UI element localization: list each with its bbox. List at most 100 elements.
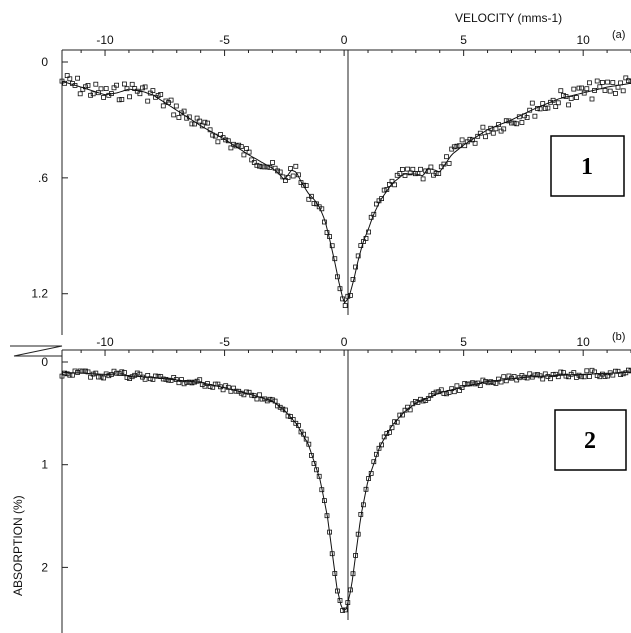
data-point — [124, 86, 130, 92]
data-point — [85, 83, 91, 88]
data-point — [259, 164, 265, 170]
data-point — [532, 113, 538, 119]
data-point — [75, 75, 80, 81]
data-point — [527, 371, 533, 377]
data-point — [501, 374, 507, 380]
data-point — [462, 381, 468, 386]
data-point — [451, 144, 457, 150]
data-point — [470, 137, 475, 143]
data-point — [433, 170, 439, 176]
data-point — [384, 431, 390, 437]
panel-a-x-ticks: -10 -5 0 5 10 — [80, 33, 631, 56]
data-point — [249, 157, 255, 163]
data-point — [488, 125, 494, 131]
data-point — [355, 253, 361, 259]
data-point — [600, 80, 605, 85]
data-point — [210, 132, 216, 138]
data-point — [589, 96, 595, 102]
x-tick-label: -5 — [219, 335, 230, 349]
data-point — [410, 166, 416, 172]
data-point — [576, 372, 582, 378]
data-point — [257, 163, 262, 169]
data-point — [568, 96, 574, 101]
data-point — [77, 91, 83, 97]
data-point — [290, 173, 296, 179]
data-point — [280, 174, 286, 180]
data-point — [116, 97, 122, 103]
data-point — [407, 170, 413, 176]
data-point — [173, 103, 179, 109]
data-point — [189, 121, 195, 127]
data-point — [202, 119, 208, 125]
data-point — [358, 243, 364, 249]
data-point — [485, 380, 491, 386]
data-point — [223, 137, 229, 143]
y-tick-label: 0 — [41, 55, 48, 69]
data-point — [623, 75, 629, 81]
panel-a: VELOCITY (mms-1) (a) -10 -5 0 5 10 0 .6 1.2 1 — [31, 11, 631, 335]
data-point — [545, 105, 551, 111]
data-point — [602, 88, 608, 93]
data-point — [628, 79, 631, 84]
data-point — [399, 412, 405, 418]
data-point — [259, 396, 265, 402]
data-point — [392, 419, 398, 425]
data-point — [467, 381, 473, 387]
data-point — [597, 374, 603, 380]
data-point — [628, 368, 631, 374]
data-point — [368, 214, 374, 220]
data-point — [620, 88, 626, 94]
data-point — [553, 371, 559, 377]
data-point — [561, 370, 566, 376]
panel-b: (b) -10 -5 0 5 10 0 1 2 2 ABSORPTION (%) — [11, 331, 631, 633]
data-point — [472, 140, 478, 146]
data-point — [360, 239, 366, 245]
data-point — [423, 168, 429, 174]
data-point — [587, 374, 592, 380]
data-point — [244, 389, 249, 395]
x-tick-label: -10 — [96, 33, 114, 47]
data-point — [184, 379, 190, 385]
x-tick-label: 10 — [577, 33, 591, 47]
data-point — [579, 85, 584, 91]
data-point — [288, 414, 294, 420]
data-point — [205, 120, 210, 126]
panel-b-y-axis-title: ABSORPTION (%) — [11, 495, 25, 596]
data-point — [475, 133, 481, 139]
data-point — [581, 374, 587, 380]
data-point — [438, 387, 444, 393]
data-point — [150, 88, 156, 93]
x-tick-label: 5 — [460, 335, 467, 349]
data-point — [96, 374, 101, 380]
data-point — [594, 78, 600, 84]
data-point — [202, 383, 208, 389]
data-point — [223, 383, 229, 389]
data-point — [626, 78, 631, 84]
panel-a-y-ticks: 0 .6 1.2 — [31, 55, 68, 301]
data-point — [366, 229, 372, 235]
data-point — [371, 211, 377, 217]
data-point — [270, 397, 275, 403]
data-point — [555, 374, 561, 380]
data-point — [254, 162, 260, 168]
data-point — [579, 374, 584, 380]
data-point — [501, 126, 507, 132]
data-point — [225, 384, 231, 390]
data-point — [140, 85, 145, 91]
data-point — [186, 379, 192, 385]
data-point — [418, 166, 423, 172]
data-point — [415, 171, 421, 176]
data-point — [77, 368, 83, 374]
data-point — [171, 112, 177, 118]
data-point — [613, 91, 618, 96]
data-point — [251, 160, 257, 165]
data-point — [558, 88, 564, 94]
data-point — [262, 164, 268, 170]
axis-break-marker — [10, 345, 63, 357]
x-tick-label: 0 — [341, 33, 348, 47]
data-point — [353, 264, 359, 270]
panel-b-x-ticks: -10 -5 0 5 10 — [80, 335, 631, 356]
data-point — [129, 81, 135, 87]
data-point — [532, 372, 538, 378]
data-point — [254, 396, 260, 402]
